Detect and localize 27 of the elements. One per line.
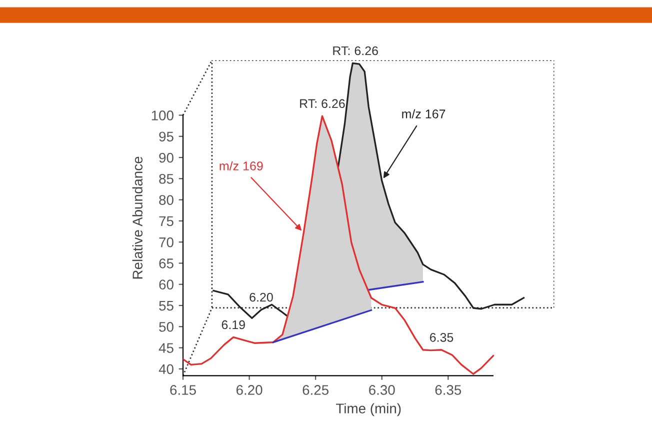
y-tick-label: 40 xyxy=(158,364,174,374)
y-tick-label: 95 xyxy=(159,132,174,142)
y-tick-label: 50 xyxy=(159,322,174,332)
y-tick-label: 60 xyxy=(159,280,174,290)
text: m/z 167 xyxy=(402,109,446,118)
annotation: RT: 6.26 xyxy=(300,99,345,108)
y-tick-label: 90 xyxy=(159,152,174,163)
y-tick-label: 100 xyxy=(152,110,174,120)
y-axis-title: Relative Abundance xyxy=(132,156,143,279)
annotation: 6.35 xyxy=(430,332,454,342)
y-tick-label: 65 xyxy=(159,258,174,268)
annotation: 6.19 xyxy=(222,320,245,330)
x-tick-label: 6.35 xyxy=(435,385,462,395)
x-tick-label: 6.20 xyxy=(236,385,262,395)
annotation: RT: 6.26 xyxy=(333,46,378,56)
x-tick-label: 6.30 xyxy=(369,385,395,395)
y-tick-label: 55 xyxy=(159,300,174,311)
annotation: 6.20 xyxy=(250,292,273,302)
text: m/z 169 xyxy=(220,161,263,170)
x-axis-title: Time (min) xyxy=(336,403,401,416)
y-tick-label: 75 xyxy=(159,216,174,226)
y-tick-label: 70 xyxy=(159,237,174,248)
y-tick-label: 85 xyxy=(159,174,174,184)
y-tick-label: 45 xyxy=(158,343,174,353)
y-tick-label: 80 xyxy=(159,195,174,205)
x-tick-label: 6.15 xyxy=(170,385,196,395)
x-tick-label: 6.25 xyxy=(302,385,329,395)
